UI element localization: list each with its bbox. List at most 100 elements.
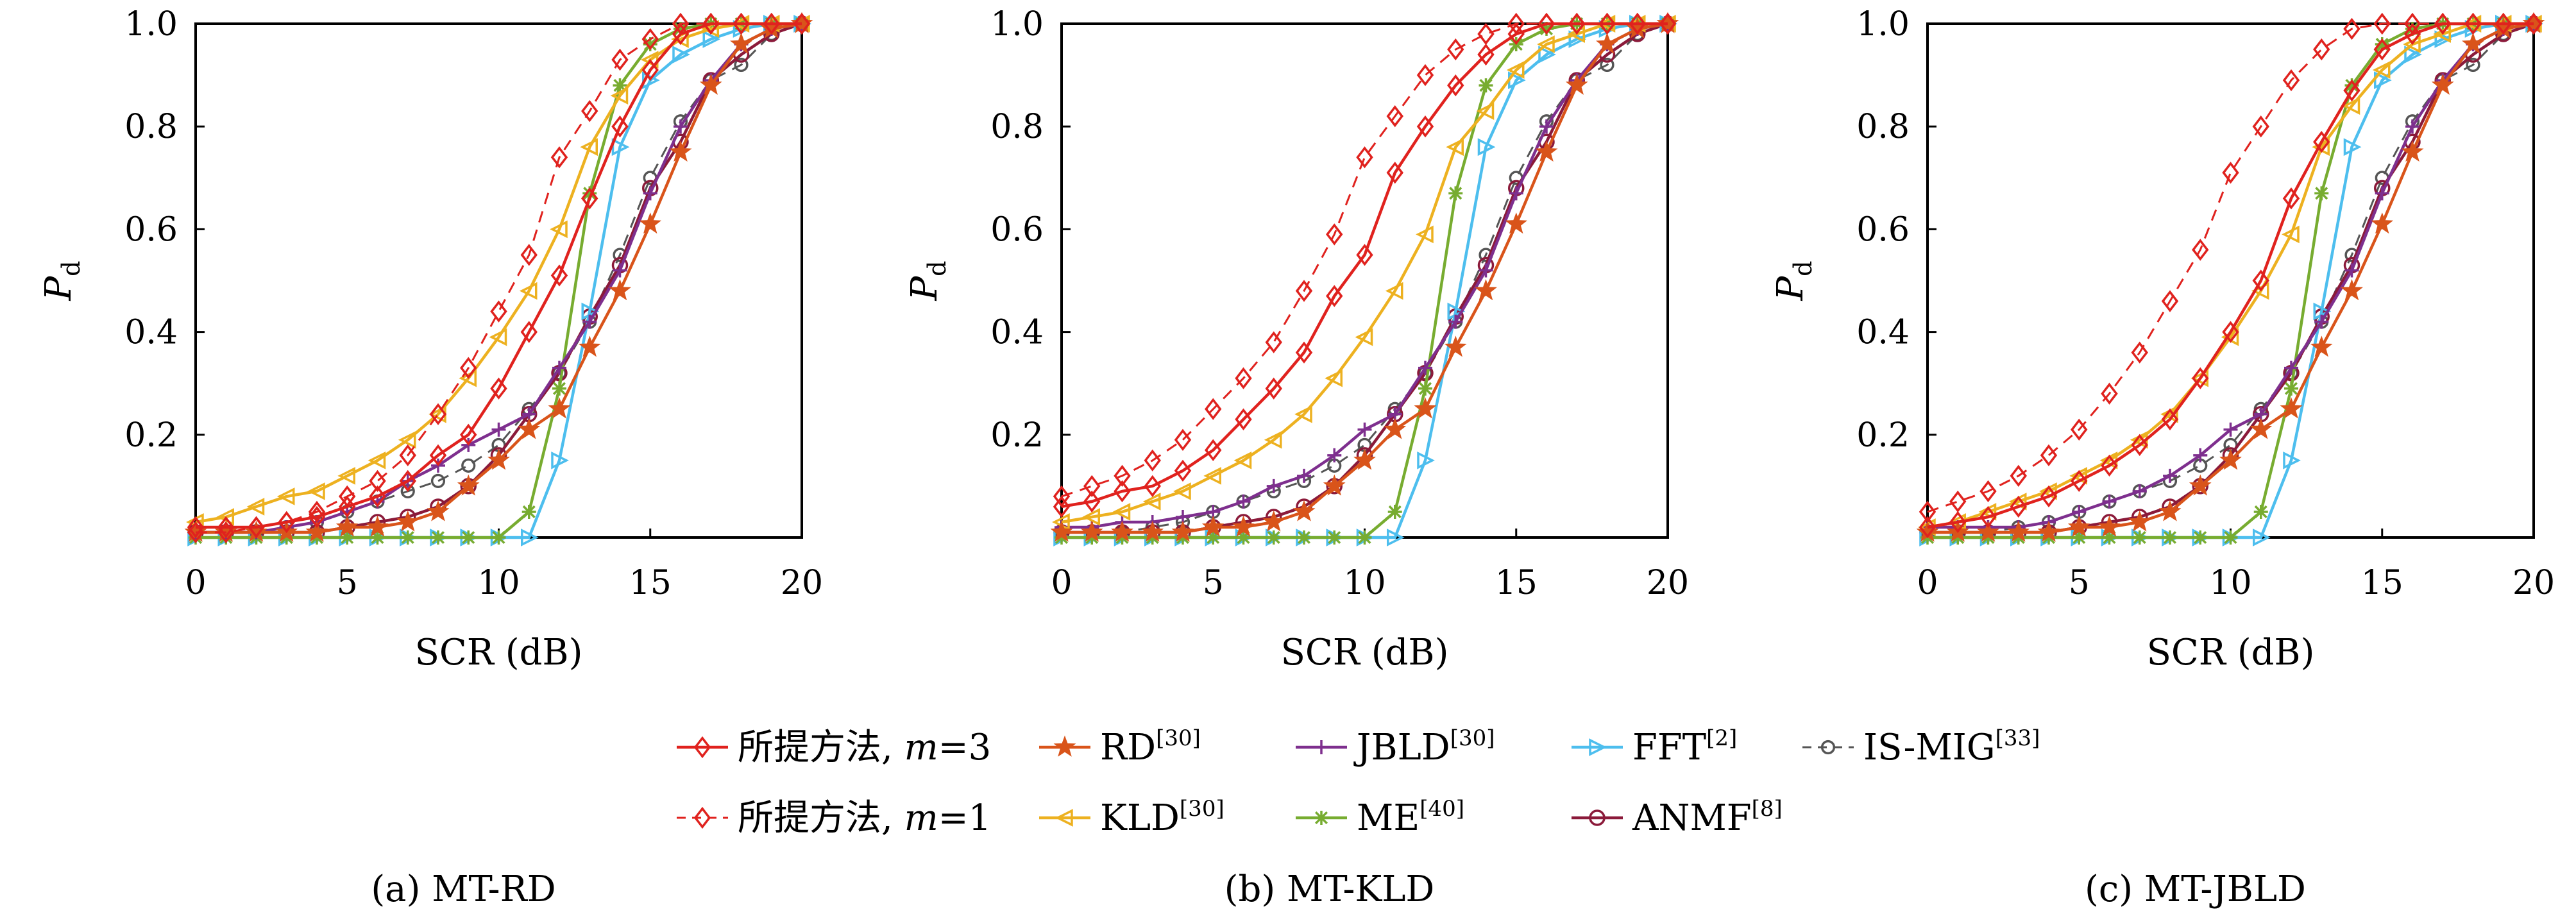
data-point [519, 282, 538, 300]
data-point [551, 452, 569, 470]
series-line [1061, 22, 1668, 509]
data-point [1264, 430, 1282, 449]
data-point [2252, 269, 2269, 292]
data-point [1112, 503, 1131, 521]
data-point [460, 357, 477, 379]
data-point [1205, 439, 1222, 462]
data-point [1171, 520, 1194, 542]
data-point [1262, 510, 1285, 532]
data-point [2071, 418, 2088, 441]
y-tick-label: 0.2 [124, 416, 178, 455]
data-point [2431, 73, 2454, 95]
data-point [2101, 382, 2118, 405]
data-point [1629, 12, 1646, 35]
data-point [1448, 314, 1463, 329]
data-point [1447, 74, 1464, 97]
data-point [1568, 12, 1586, 35]
data-point [187, 516, 205, 539]
data-point [1232, 515, 1255, 537]
x-axis-label: SCR (dB) [415, 632, 583, 673]
y-tick-label: 0.6 [124, 210, 178, 249]
data-point [398, 430, 416, 449]
data-point [1477, 138, 1496, 157]
data-point [1476, 102, 1495, 121]
y-tick-label: 0.2 [1856, 416, 1910, 455]
data-point [1387, 529, 1405, 546]
data-point [246, 498, 265, 516]
x-tick-label: 20 [1647, 564, 1689, 602]
data-point [793, 12, 811, 35]
legend-marker [1589, 809, 1606, 826]
legend-label: KLD[30] [1100, 796, 1224, 839]
data-point [1144, 475, 1161, 498]
legend-entry-kld: KLD[30] [1039, 796, 1224, 839]
legend-entry-prop1: 所提方法, m=1 [677, 797, 991, 839]
data-point [1538, 46, 1556, 63]
data-point [2372, 61, 2391, 79]
data-point [1357, 422, 1372, 437]
x-tick-label: 10 [1343, 564, 1385, 602]
legend-label: RD[30] [1100, 725, 1201, 768]
data-point [611, 138, 630, 157]
x-tick-label: 0 [1051, 564, 1072, 602]
data-point [1538, 12, 1555, 35]
legend-label: ANMF[8] [1632, 796, 1783, 839]
data-point [2223, 530, 2238, 545]
data-point [2405, 119, 2419, 134]
data-point [520, 321, 538, 343]
data-point [1050, 520, 1073, 542]
legend-entry-rd: RD[30] [1039, 725, 1201, 768]
legend-marker [1055, 809, 1073, 827]
data-point [1144, 449, 1161, 472]
panel-caption: (a) MT-RD [371, 868, 555, 910]
data-point [582, 186, 597, 201]
data-point [552, 360, 566, 375]
data-point [2252, 115, 2269, 138]
data-point [2010, 495, 2027, 518]
data-point [2284, 360, 2298, 375]
data-point [1145, 530, 1160, 545]
series-line [1927, 22, 2534, 529]
data-point [2010, 464, 2027, 487]
data-point [2403, 22, 2421, 46]
data-point [1356, 244, 1373, 266]
data-point [1444, 335, 1467, 357]
data-point [2310, 335, 2333, 357]
data-point [1326, 285, 1343, 307]
data-point [1505, 212, 1528, 234]
data-point [1417, 452, 1435, 470]
data-point [1416, 115, 1434, 138]
data-point [2375, 186, 2389, 201]
data-point [2223, 422, 2238, 437]
data-point [2192, 239, 2209, 261]
data-point [461, 530, 476, 545]
y-tick-label: 0.8 [990, 108, 1044, 146]
legend-marker [693, 736, 711, 759]
data-point [2102, 530, 2117, 545]
series-rd [1050, 12, 1679, 542]
data-point [2403, 35, 2421, 53]
y-tick-label: 1.0 [1856, 5, 1910, 44]
data-point [2464, 12, 2482, 35]
series-line [196, 22, 802, 529]
data-point [2314, 186, 2329, 201]
data-point [1327, 530, 1342, 545]
x-tick-label: 5 [2069, 564, 2090, 602]
data-point [2341, 279, 2363, 301]
data-point [1475, 279, 1497, 301]
data-point [1977, 520, 1999, 542]
data-point [610, 87, 629, 105]
data-point [2282, 69, 2300, 92]
panel-caption: (b) MT-KLD [1224, 868, 1435, 910]
data-point [1477, 43, 1495, 66]
data-point [611, 115, 629, 138]
data-point [2375, 37, 2389, 52]
data-point [518, 418, 541, 439]
data-point [1416, 225, 1434, 244]
data-point [1447, 38, 1464, 61]
data-point [1083, 490, 1101, 513]
legend-label: IS-MIG[33] [1863, 725, 2040, 768]
y-tick-label: 0.6 [990, 210, 1044, 249]
data-point [1111, 520, 1133, 542]
data-point [1479, 78, 1493, 93]
